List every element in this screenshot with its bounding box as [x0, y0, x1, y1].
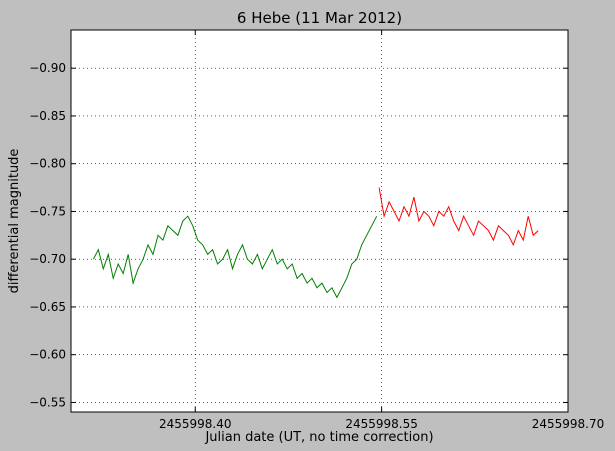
plot-area	[71, 30, 568, 412]
grid	[71, 30, 569, 412]
x-tick-label: 2455998.40	[159, 417, 232, 431]
y-tick-label: −0.85	[29, 109, 66, 123]
series-line-1	[92, 215, 378, 299]
y-tick-label: −0.60	[29, 348, 66, 362]
y-tick-label: −0.65	[29, 300, 66, 314]
y-tick-label: −0.80	[29, 157, 66, 171]
x-tick-label: 2455998.70	[532, 417, 605, 431]
chart-title: 6 Hebe (11 Mar 2012)	[237, 9, 402, 27]
y-tick-label: −0.70	[29, 252, 66, 266]
ticks: 2455998.40 2455998.55 2455998.70 −0.90 −0.85…	[29, 30, 604, 431]
series-line-2	[378, 187, 539, 247]
x-tick-label: 2455998.55	[345, 417, 418, 431]
series-layer	[92, 187, 539, 299]
y-axis-label: differential magnitude	[7, 149, 22, 294]
y-tick-label: −0.90	[29, 61, 66, 75]
x-axis-label: Julian date (UT, no time correction)	[204, 430, 433, 445]
y-tick-label: −0.75	[29, 204, 66, 218]
plot-frame	[70, 29, 569, 413]
y-tick-label: −0.55	[29, 395, 66, 409]
